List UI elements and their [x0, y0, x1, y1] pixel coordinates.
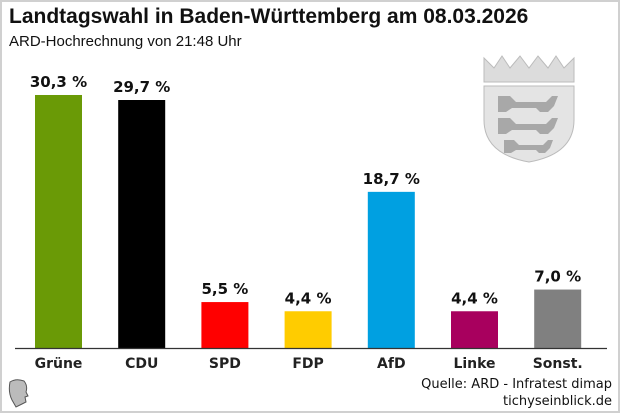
data-label-3: 4,4 %: [285, 289, 332, 307]
category-label-0: Grüne: [35, 356, 83, 372]
data-label-2: 5,5 %: [201, 280, 248, 298]
data-label-5: 4,4 %: [451, 289, 498, 307]
data-label-4: 18,7 %: [363, 170, 420, 188]
category-label-3: FDP: [292, 356, 323, 372]
category-label-6: Sonst.: [533, 356, 583, 372]
source-note: Quelle: ARD - Infratest dimap tichyseinb…: [421, 376, 612, 410]
data-label-0: 30,3 %: [30, 73, 87, 91]
logo-head-icon: [8, 379, 29, 408]
chart-subtitle: ARD-Hochrechnung von 21:48 Uhr: [9, 33, 242, 50]
bar-1: [118, 100, 166, 348]
bar-3: [284, 311, 332, 348]
bar-2: [201, 302, 249, 348]
bar-5: [451, 311, 498, 348]
chart-title: Landtagswahl in Baden-Württemberg am 08.…: [9, 5, 529, 28]
source-text: Quelle: ARD - Infratest dimap: [421, 377, 612, 392]
category-label-2: SPD: [209, 356, 241, 372]
bar-0: [35, 94, 82, 349]
data-label-1: 29,7 %: [113, 78, 170, 96]
bar-6: [534, 289, 582, 348]
category-label-4: AfD: [377, 356, 406, 372]
category-label-5: Linke: [453, 356, 495, 372]
bar-4: [367, 191, 415, 348]
coat-of-arms-icon: [483, 55, 575, 163]
data-label-6: 7,0 %: [534, 268, 581, 286]
category-label-1: CDU: [125, 356, 158, 372]
site-text: tichyseinblick.de: [503, 394, 612, 409]
